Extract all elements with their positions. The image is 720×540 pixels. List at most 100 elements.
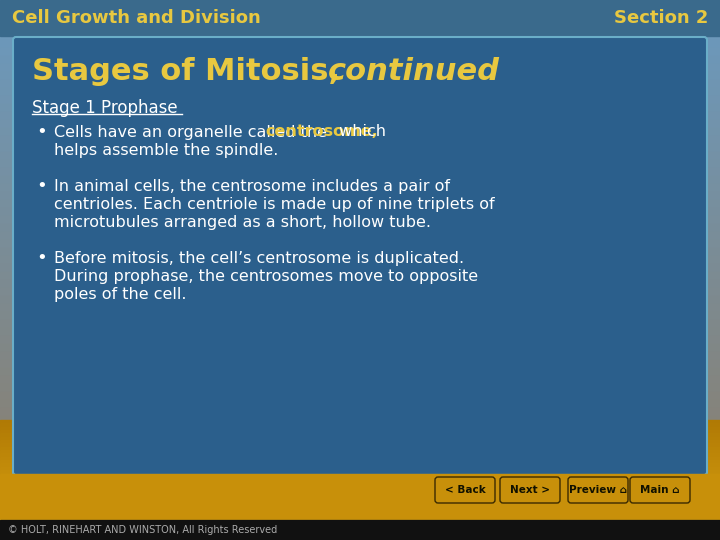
Bar	[0, 432, 720, 441]
Bar	[0, 72, 720, 81]
Bar	[0, 456, 720, 465]
Bar	[0, 480, 720, 484]
Bar	[0, 296, 720, 305]
Text: < Back: < Back	[445, 485, 485, 495]
Bar	[0, 328, 720, 337]
Bar	[0, 176, 720, 185]
Text: continued: continued	[328, 57, 500, 86]
Text: Next >: Next >	[510, 485, 550, 495]
Bar	[0, 120, 720, 129]
Bar	[0, 448, 720, 457]
Text: microtubules arranged as a short, hollow tube.: microtubules arranged as a short, hollow…	[54, 214, 431, 230]
Bar	[0, 487, 720, 491]
Bar	[0, 503, 720, 508]
Bar	[0, 56, 720, 65]
Bar	[0, 450, 720, 454]
FancyBboxPatch shape	[630, 477, 690, 503]
Text: In animal cells, the centrosome includes a pair of: In animal cells, the centrosome includes…	[54, 179, 450, 193]
Bar	[0, 423, 720, 428]
Text: Stage 1 Prophase: Stage 1 Prophase	[32, 99, 178, 117]
Bar	[0, 454, 720, 458]
Text: Cell Growth and Division: Cell Growth and Division	[12, 9, 261, 27]
Bar	[0, 437, 720, 441]
Bar	[0, 477, 720, 481]
Bar	[0, 272, 720, 281]
Bar	[0, 64, 720, 73]
Text: Cells have an organelle called the: Cells have an organelle called the	[54, 125, 332, 139]
Bar	[0, 514, 720, 518]
Bar	[0, 474, 720, 478]
Bar	[0, 443, 720, 448]
Bar	[0, 474, 720, 518]
Bar	[0, 104, 720, 113]
Bar	[0, 160, 720, 169]
Bar	[0, 208, 720, 217]
Bar	[0, 440, 720, 444]
Bar	[0, 168, 720, 177]
Bar	[0, 400, 720, 409]
Bar	[0, 368, 720, 377]
Bar	[0, 416, 720, 425]
Bar	[0, 440, 720, 449]
Text: poles of the cell.: poles of the cell.	[54, 287, 186, 301]
Bar	[0, 136, 720, 145]
Bar	[0, 80, 720, 89]
Bar	[0, 472, 720, 481]
Bar	[0, 144, 720, 153]
Bar	[0, 184, 720, 193]
Text: During prophase, the centrosomes move to opposite: During prophase, the centrosomes move to…	[54, 268, 478, 284]
FancyBboxPatch shape	[500, 477, 560, 503]
Bar	[0, 0, 720, 9]
Bar	[0, 392, 720, 401]
Bar	[0, 288, 720, 297]
FancyBboxPatch shape	[568, 477, 628, 503]
Bar	[0, 500, 720, 504]
Bar	[0, 433, 720, 437]
FancyBboxPatch shape	[13, 37, 707, 475]
Bar	[0, 467, 720, 471]
Text: •: •	[36, 249, 47, 267]
Bar	[0, 517, 720, 521]
Bar	[0, 304, 720, 313]
Text: centrioles. Each centriole is made up of nine triplets of: centrioles. Each centriole is made up of…	[54, 197, 495, 212]
Text: Before mitosis, the cell’s centrosome is duplicated.: Before mitosis, the cell’s centrosome is…	[54, 251, 464, 266]
Bar	[0, 427, 720, 431]
Bar	[0, 507, 720, 511]
Text: Main ⌂: Main ⌂	[640, 485, 680, 495]
Bar	[0, 490, 720, 494]
Bar	[0, 430, 720, 434]
Bar	[0, 40, 720, 49]
Bar	[0, 520, 720, 540]
Bar	[0, 280, 720, 289]
Bar	[0, 457, 720, 461]
Text: •: •	[36, 177, 47, 195]
Bar	[0, 447, 720, 451]
Bar	[0, 192, 720, 201]
Bar	[0, 510, 720, 514]
Text: centrosome,: centrosome,	[266, 125, 379, 139]
Bar	[0, 96, 720, 105]
Bar	[0, 224, 720, 233]
Text: helps assemble the spindle.: helps assemble the spindle.	[54, 143, 279, 158]
Bar	[0, 460, 720, 464]
Text: Stages of Mitosis,: Stages of Mitosis,	[32, 57, 351, 86]
FancyBboxPatch shape	[435, 477, 495, 503]
Bar	[0, 497, 720, 501]
Bar	[0, 128, 720, 137]
Text: © HOLT, RINEHART AND WINSTON, All Rights Reserved: © HOLT, RINEHART AND WINSTON, All Rights…	[8, 525, 277, 535]
Bar	[0, 312, 720, 321]
Bar	[0, 88, 720, 97]
Text: which: which	[334, 125, 387, 139]
Bar	[0, 264, 720, 273]
Bar	[0, 200, 720, 209]
Bar	[0, 464, 720, 473]
Bar	[0, 376, 720, 385]
Bar	[0, 463, 720, 468]
Bar	[0, 240, 720, 249]
Bar	[0, 112, 720, 121]
Bar	[0, 408, 720, 417]
Bar	[0, 216, 720, 225]
Bar	[0, 8, 720, 17]
Bar	[0, 152, 720, 161]
Text: Section 2: Section 2	[613, 9, 708, 27]
